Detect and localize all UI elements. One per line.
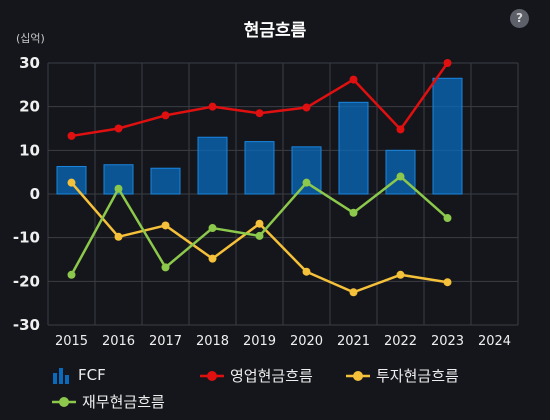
data-point: [161, 111, 170, 120]
legend-label-operating: 영업현금흐름: [230, 367, 313, 385]
y-tick-label: 10: [19, 141, 40, 159]
legend-label-fcf: FCF: [78, 366, 106, 384]
data-point: [114, 232, 123, 241]
y-tick-label: 20: [19, 98, 40, 116]
data-point: [255, 231, 264, 240]
data-point: [67, 178, 76, 187]
data-point: [349, 75, 358, 84]
x-tick-label: 2021: [337, 334, 370, 349]
x-tick-label: 2024: [478, 334, 511, 349]
legend-item-financing[interactable]: 재무현금흐름: [52, 391, 165, 412]
data-point: [349, 288, 358, 297]
legend-item-operating[interactable]: 영업현금흐름: [200, 365, 313, 386]
legend-item-investing[interactable]: 투자현금흐름: [346, 365, 459, 386]
fcf-bar: [291, 146, 322, 195]
x-tick-label: 2018: [196, 334, 229, 349]
data-point: [161, 221, 170, 230]
x-tick-label: 2019: [243, 334, 276, 349]
series-line: [71, 62, 449, 138]
data-point: [208, 254, 217, 263]
data-point: [396, 172, 405, 181]
data-point: [443, 214, 452, 223]
data-point: [114, 124, 123, 133]
y-tick-label: -10: [13, 229, 40, 247]
data-point: [161, 263, 170, 272]
line-marker-icon: [200, 370, 224, 381]
fcf-bar: [150, 167, 181, 195]
data-point: [255, 219, 264, 228]
legend-label-investing: 투자현금흐름: [376, 367, 459, 385]
x-tick-label: 2017: [149, 334, 182, 349]
fcf-bar: [385, 149, 416, 195]
fcf-bar: [338, 101, 369, 195]
data-point: [396, 270, 405, 279]
data-point: [67, 131, 76, 140]
y-tick-label: 30: [19, 54, 40, 72]
x-axis-ticks: 2015 2016 2017 2018 2019 2020 2021 2022 2023 2024: [55, 334, 511, 349]
data-point: [396, 125, 405, 134]
x-tick-label: 2015: [55, 334, 88, 349]
y-tick-label: -30: [13, 316, 40, 334]
y-tick-label: 0: [30, 185, 40, 203]
data-point: [302, 103, 311, 112]
line-marker-icon: [52, 396, 76, 407]
data-point: [302, 178, 311, 187]
legend-label-financing: 재무현금흐름: [82, 393, 165, 411]
chart-title: 현금흐름: [243, 21, 307, 41]
fcf-bar: [244, 141, 275, 195]
x-tick-label: 2020: [290, 334, 323, 349]
x-tick-label: 2022: [384, 334, 417, 349]
data-point: [443, 278, 452, 287]
line-marker-icon: [346, 370, 370, 381]
fcf-bar: [432, 77, 463, 195]
legend-item-fcf[interactable]: FCF: [52, 365, 106, 385]
data-point: [208, 224, 217, 233]
x-tick-label: 2016: [102, 334, 135, 349]
y-tick-label: -20: [13, 272, 40, 290]
data-point: [443, 59, 452, 67]
series-lines: [67, 59, 452, 297]
y-axis-ticks: 30 20 10 0 -10 -20 -30: [13, 54, 40, 334]
data-point: [67, 270, 76, 279]
data-point: [208, 102, 217, 111]
bar-chart-icon: [53, 368, 69, 384]
data-point: [349, 208, 358, 217]
x-tick-label: 2023: [431, 334, 464, 349]
data-point: [302, 267, 311, 276]
y-axis-unit-label: (십억): [16, 32, 45, 45]
data-point: [255, 109, 264, 118]
help-icon[interactable]: ?: [510, 9, 529, 28]
data-point: [114, 184, 123, 193]
fcf-bar: [197, 136, 228, 195]
